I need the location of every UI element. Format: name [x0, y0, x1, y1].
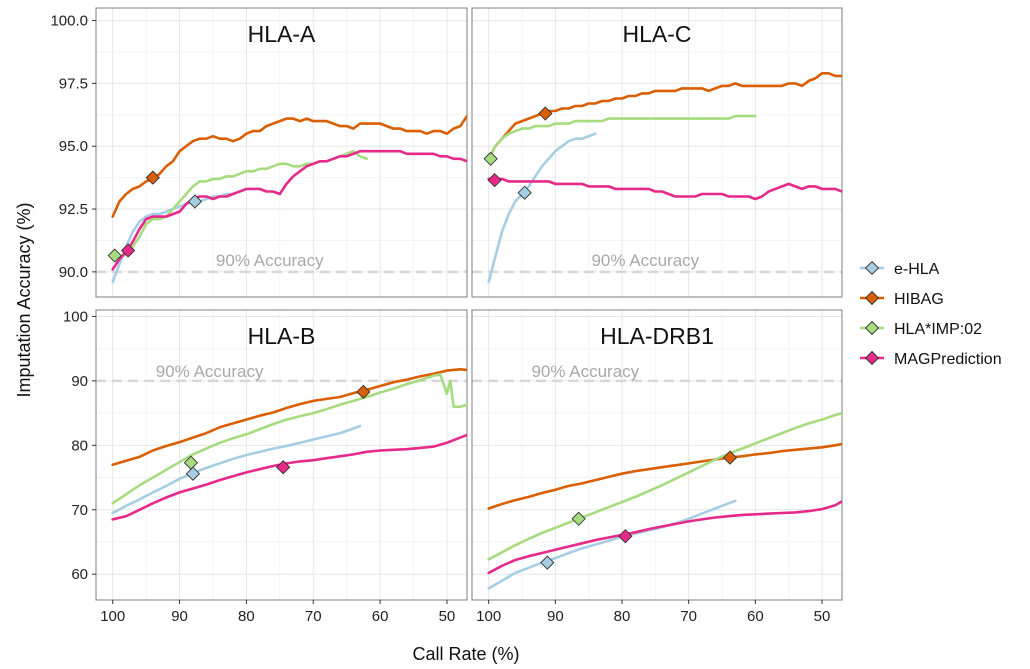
- y-tick-label: 80: [71, 437, 88, 454]
- reference-line-label: 90% Accuracy: [156, 362, 264, 381]
- legend: e-HLA HIBAG HLA*IMP:02 MAGPrediction: [860, 260, 1002, 368]
- x-tick-label: 100: [476, 608, 501, 625]
- legend-marker-magprediction: [864, 350, 880, 366]
- panel-hla-c: 90% Accuracy HLA-C: [471, 7, 843, 298]
- panel-hla-a: 90% Accuracy HLA-A 90.0 92.5 95.0 97.5 100.0: [50, 7, 468, 298]
- reference-line-label: 90% Accuracy: [591, 251, 699, 270]
- panel-border: [471, 309, 843, 601]
- marker-hibag: [538, 106, 553, 121]
- y-tick-label: 92.5: [59, 201, 88, 218]
- panel-title: HLA-DRB1: [600, 323, 714, 349]
- panel-title: HLA-B: [248, 323, 316, 349]
- x-tick-label: 60: [372, 608, 389, 625]
- marker-hla-imp-02: [571, 511, 586, 526]
- series-line-hla-imp-02: [487, 114, 757, 161]
- legend-label-e-hla: e-HLA: [894, 261, 940, 278]
- x-tick-label: 80: [614, 608, 631, 625]
- legend-marker-hibag: [864, 290, 880, 306]
- legend-label-hibag: HIBAG: [894, 291, 944, 308]
- y-axis-title: Imputation Accuracy (%): [14, 202, 34, 397]
- marker-magprediction: [120, 243, 136, 258]
- legend-label-hla-imp-02: HLA*IMP:02: [894, 321, 982, 338]
- x-tick-label: 80: [238, 608, 255, 625]
- marker-magprediction: [487, 173, 502, 188]
- series-line-e-hla: [487, 132, 597, 284]
- x-tick-label: 70: [305, 608, 322, 625]
- marker-e-hla: [517, 185, 532, 200]
- x-tick-label: 100: [100, 608, 125, 625]
- x-tick-label: 90: [171, 608, 188, 625]
- marker-hibag: [356, 384, 371, 399]
- series-line-hibag: [487, 442, 842, 510]
- panel-border: [95, 7, 468, 298]
- series-line-magprediction: [487, 500, 842, 575]
- marker-e-hla: [185, 466, 201, 481]
- x-axis-title: Call Rate (%): [412, 644, 519, 664]
- legend-label-magprediction: MAGPrediction: [894, 351, 1002, 368]
- panel-background: [95, 309, 468, 601]
- y-tick-label: 90.0: [59, 264, 88, 281]
- series-line-hibag: [111, 368, 467, 466]
- legend-marker-e-hla: [864, 260, 880, 276]
- marker-e-hla: [540, 555, 555, 570]
- x-tick-label: 60: [747, 608, 764, 625]
- panels-layer: 90% AccuracyHLA-A90.092.595.097.5100.090…: [50, 7, 843, 625]
- y-tick-label: 100.0: [50, 13, 88, 30]
- series-group: [111, 114, 467, 284]
- panel-hla-b: 90% Accuracy HLA-B 60 70 80 90 100 100 90 80 70 60 5…: [63, 308, 468, 625]
- legend-marker-hla-imp-02: [864, 320, 880, 336]
- y-tick-label: 95.0: [59, 138, 88, 155]
- y-tick-label: 70: [71, 502, 88, 519]
- series-line-e-hla: [111, 424, 362, 515]
- marker-hla-imp-02: [183, 455, 199, 470]
- panel-title: HLA-C: [622, 21, 691, 47]
- panel-hla-drb1: 90% Accuracy HLA-DRB1 100 90 80 70 60 50: [471, 309, 843, 625]
- series-line-e-hla: [487, 499, 737, 590]
- marker-e-hla: [187, 194, 203, 209]
- x-tick-label: 50: [814, 608, 831, 625]
- marker-hibag: [722, 450, 738, 465]
- series-group: [111, 368, 467, 521]
- series-line-hla-imp-02: [487, 411, 842, 561]
- series-line-magprediction: [111, 149, 467, 271]
- y-tick-label: 60: [71, 566, 88, 583]
- series-line-hibag: [111, 114, 467, 218]
- panel-title: HLA-A: [248, 21, 316, 47]
- marker-magprediction: [618, 529, 633, 544]
- series-line-hla-imp-02: [111, 373, 467, 505]
- x-tick-label: 90: [547, 608, 564, 625]
- series-line-magprediction: [487, 177, 842, 201]
- x-tick-label: 50: [439, 608, 456, 625]
- panel-border: [95, 309, 468, 601]
- marker-hla-imp-02: [107, 248, 122, 263]
- marker-magprediction: [276, 460, 291, 475]
- marker-hla-imp-02: [483, 151, 498, 166]
- series-line-magprediction: [111, 433, 467, 521]
- x-tick-label: 70: [680, 608, 697, 625]
- y-tick-label: 100: [63, 308, 88, 325]
- reference-line-label: 90% Accuracy: [216, 251, 324, 270]
- y-tick-label: 90: [71, 373, 88, 390]
- reference-line-label: 90% Accuracy: [531, 362, 639, 381]
- series-group: [487, 411, 842, 590]
- panel-border: [471, 7, 843, 298]
- y-tick-label: 97.5: [59, 75, 88, 92]
- marker-hibag: [145, 170, 160, 185]
- panel-background: [471, 7, 843, 298]
